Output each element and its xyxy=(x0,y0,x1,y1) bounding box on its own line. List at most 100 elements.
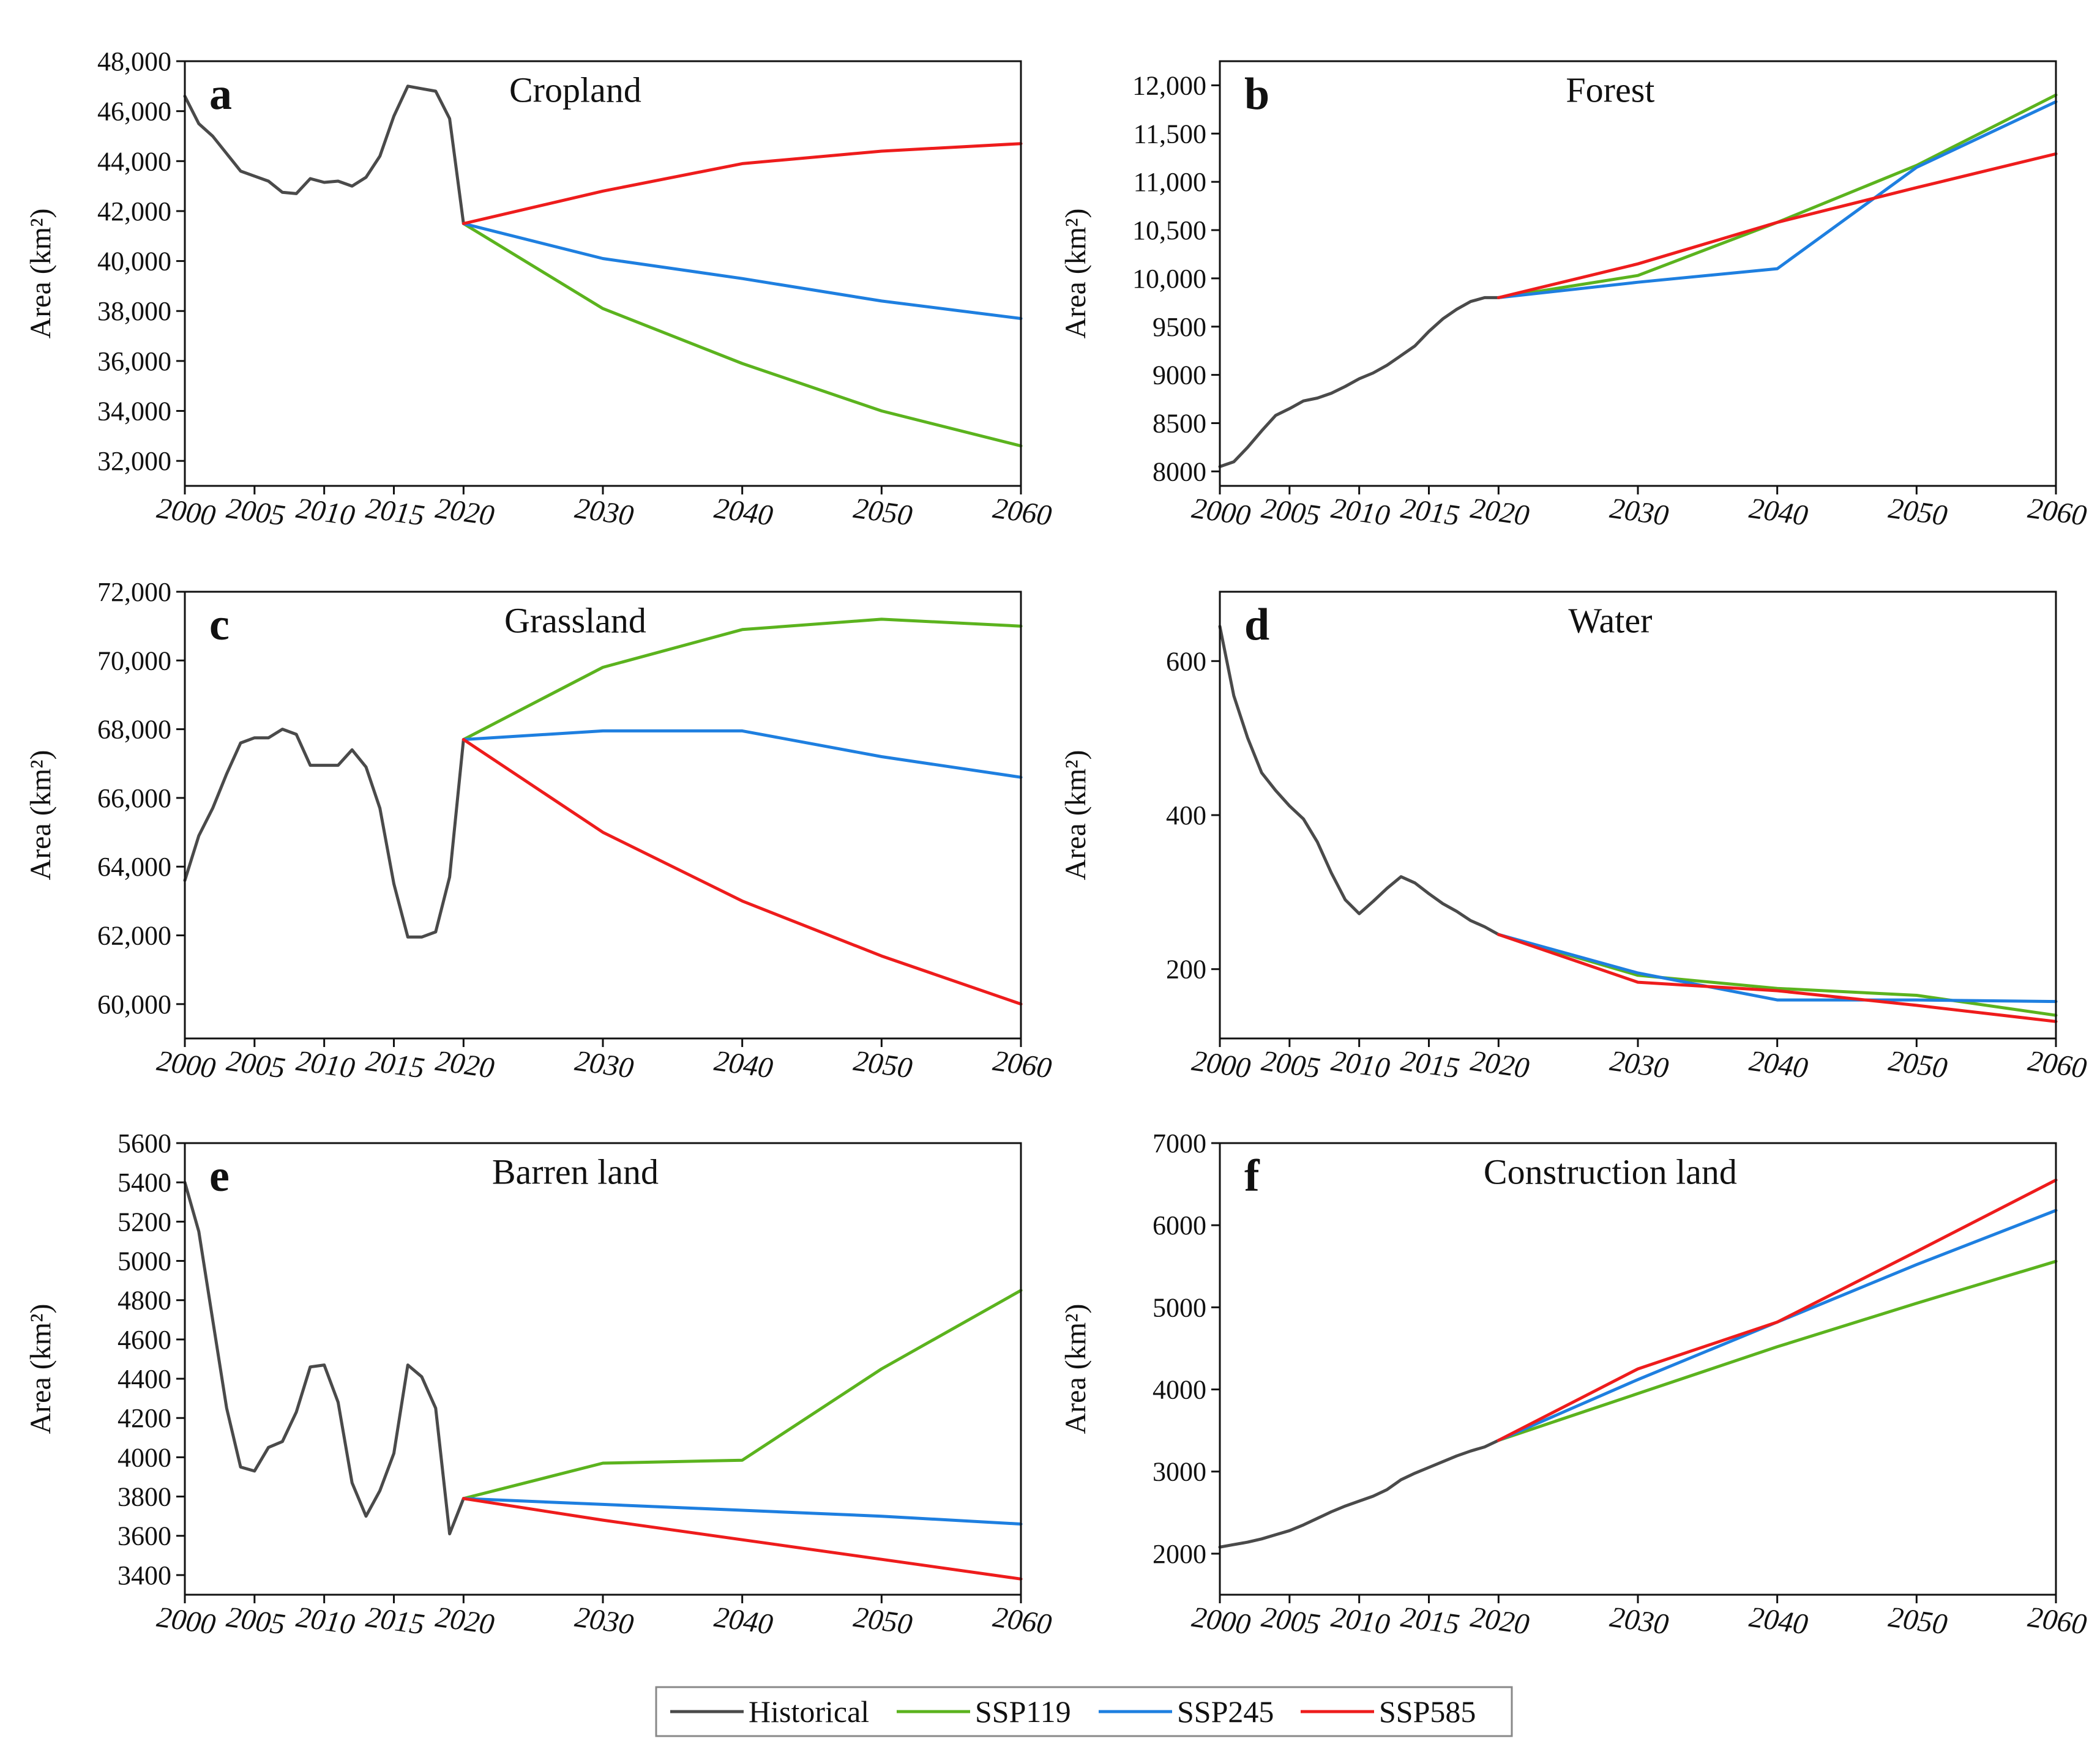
plot-frame xyxy=(184,591,1022,1040)
y-tick-label: 72,000 xyxy=(97,577,171,607)
x-tick-label: 2050 xyxy=(1886,1601,1949,1641)
series-line-historical xyxy=(1218,625,1500,936)
y-tick-label: 46,000 xyxy=(97,97,171,127)
x-tick-label: 2000 xyxy=(1190,1601,1252,1641)
x-tick-label: 2040 xyxy=(1747,1601,1810,1641)
y-tick-label: 44,000 xyxy=(97,146,171,176)
y-tick-label: 4800 xyxy=(118,1286,171,1316)
y-tick-label: 6000 xyxy=(1153,1210,1206,1240)
plot-frame xyxy=(184,60,1022,487)
panel-letter: e xyxy=(209,1151,230,1201)
panel-letter: d xyxy=(1244,600,1269,650)
x-tick-label: 2015 xyxy=(364,1045,426,1085)
series-line-historical xyxy=(183,728,465,939)
series-line-ssp245 xyxy=(1497,100,2058,299)
y-tick-label: 3400 xyxy=(118,1560,171,1590)
series-line-ssp245 xyxy=(461,222,1023,320)
x-tick-label: 2060 xyxy=(991,1601,1053,1641)
y-tick-label: 9000 xyxy=(1153,360,1206,390)
legend-label-historical: Historical xyxy=(749,1694,869,1729)
y-tick-label: 5000 xyxy=(1153,1292,1206,1322)
x-tick-label: 2040 xyxy=(1747,1045,1810,1085)
series-line-historical xyxy=(1218,1439,1500,1549)
y-tick-label: 3600 xyxy=(118,1521,171,1551)
chart-panel-b: 8000 8500 9000 9500 10,000 10,500 11,000 11,500… xyxy=(1059,60,2088,532)
x-tick-label: 2005 xyxy=(225,1601,287,1641)
plot-frame xyxy=(1219,591,2057,1040)
series-line-historical xyxy=(183,1180,465,1535)
panel-title: Cropland xyxy=(509,70,641,110)
y-tick-label: 600 xyxy=(1166,646,1206,676)
y-tick-label: 400 xyxy=(1166,800,1206,830)
x-tick-label: 2060 xyxy=(2026,492,2088,532)
x-tick-label: 2050 xyxy=(1886,1045,1949,1085)
x-tick-label: 2060 xyxy=(991,492,1053,532)
panel-letter: b xyxy=(1244,69,1269,119)
x-tick-label: 2000 xyxy=(1190,1045,1252,1085)
x-tick-label: 2050 xyxy=(851,1601,914,1641)
x-tick-label: 2030 xyxy=(573,1045,635,1085)
x-tick-label: 2030 xyxy=(1608,1601,1670,1641)
x-tick-label: 2050 xyxy=(851,492,914,532)
x-tick-label: 2040 xyxy=(712,1601,775,1641)
y-tick-label: 5600 xyxy=(118,1128,171,1158)
series-line-ssp119 xyxy=(461,222,1023,448)
x-tick-label: 2030 xyxy=(1608,1045,1670,1085)
x-tick-label: 2060 xyxy=(2026,1045,2088,1085)
series-line-ssp245 xyxy=(1497,933,2058,1004)
plot-frame xyxy=(1219,1142,2057,1596)
series-line-historical xyxy=(1218,296,1500,468)
x-tick-label: 2010 xyxy=(1329,1045,1392,1085)
series-line-ssp585 xyxy=(461,1497,1023,1581)
chart-panel-a: 32,000 34,000 36,000 38,000 40,000 42,000 44,0… xyxy=(24,47,1053,532)
y-tick-label: 200 xyxy=(1166,955,1206,985)
panel-letter: a xyxy=(209,69,232,119)
x-tick-label: 2040 xyxy=(1747,492,1810,532)
y-tick-label: 68,000 xyxy=(97,715,171,745)
x-tick-label: 2020 xyxy=(1468,1045,1531,1085)
x-tick-label: 2030 xyxy=(573,1601,635,1641)
y-tick-label: 4600 xyxy=(118,1325,171,1355)
x-tick-label: 2000 xyxy=(1190,492,1252,532)
y-tick-label: 38,000 xyxy=(97,296,171,326)
y-tick-label: 4200 xyxy=(118,1403,171,1433)
plot-frame xyxy=(184,1142,1022,1596)
x-tick-label: 2010 xyxy=(294,492,357,532)
x-tick-label: 2015 xyxy=(1399,1601,1461,1641)
y-tick-label: 11,500 xyxy=(1134,119,1206,149)
y-axis-label: Area (km²) xyxy=(24,209,57,339)
y-axis-label: Area (km²) xyxy=(1059,1304,1092,1434)
y-axis-label: Area (km²) xyxy=(1059,750,1092,881)
x-tick-label: 2000 xyxy=(155,1601,217,1641)
x-tick-label: 2020 xyxy=(1468,492,1531,532)
series-line-ssp585 xyxy=(461,738,1023,1006)
x-tick-label: 2015 xyxy=(1399,1045,1461,1085)
x-tick-label: 2020 xyxy=(433,1045,496,1085)
y-tick-label: 9500 xyxy=(1153,312,1206,342)
y-tick-label: 48,000 xyxy=(97,47,171,76)
series-line-ssp585 xyxy=(1497,933,2058,1023)
y-tick-label: 5200 xyxy=(118,1207,171,1237)
y-tick-label: 10,500 xyxy=(1132,215,1206,245)
plot-frame xyxy=(1219,60,2057,487)
x-tick-label: 2005 xyxy=(1260,1045,1322,1085)
x-tick-label: 2005 xyxy=(225,492,287,532)
x-tick-label: 2005 xyxy=(1260,1601,1322,1641)
y-tick-label: 8500 xyxy=(1153,408,1206,438)
y-tick-label: 66,000 xyxy=(97,783,171,813)
y-tick-label: 64,000 xyxy=(97,852,171,882)
x-tick-label: 2010 xyxy=(1329,1601,1392,1641)
x-tick-label: 2060 xyxy=(991,1045,1053,1085)
x-tick-label: 2030 xyxy=(573,492,635,532)
panel-title: Forest xyxy=(1566,70,1654,110)
x-tick-label: 2015 xyxy=(364,492,426,532)
x-tick-label: 2030 xyxy=(1608,492,1670,532)
y-tick-label: 36,000 xyxy=(97,346,171,376)
series-line-ssp119 xyxy=(461,1289,1023,1500)
x-tick-label: 2040 xyxy=(712,492,775,532)
x-tick-label: 2020 xyxy=(433,1601,496,1641)
x-tick-label: 2010 xyxy=(1329,492,1392,532)
legend-label-ssp245: SSP245 xyxy=(1177,1694,1274,1729)
y-tick-label: 10,000 xyxy=(1132,264,1206,294)
